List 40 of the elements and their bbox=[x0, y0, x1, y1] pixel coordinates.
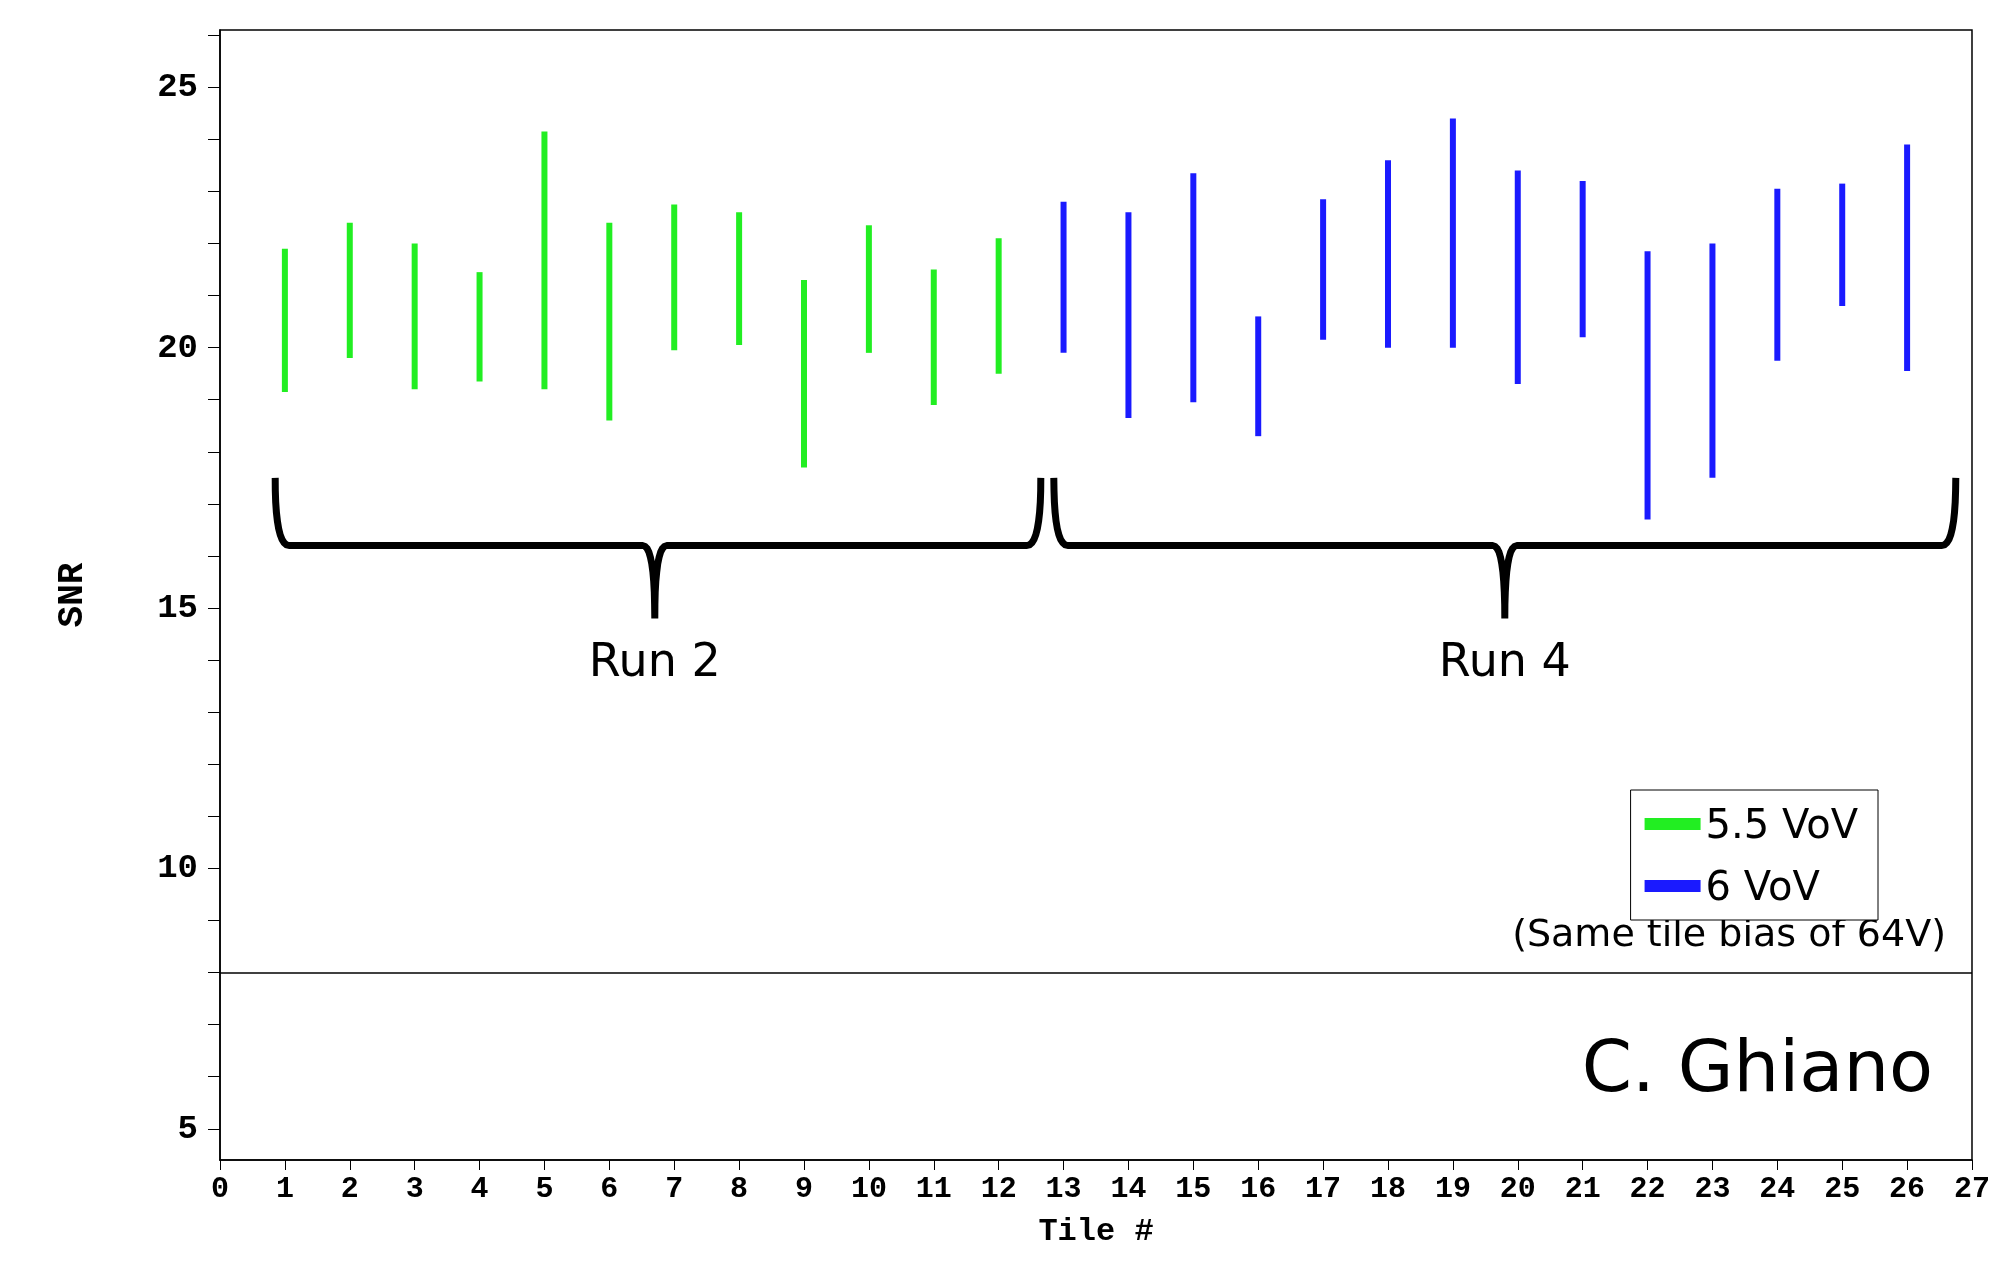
y-tick-label: 20 bbox=[157, 328, 198, 367]
x-tick-label: 20 bbox=[1499, 1172, 1536, 1206]
y-tick-label: 25 bbox=[157, 68, 198, 107]
x-tick-label: 0 bbox=[210, 1172, 230, 1206]
legend-label: 6 VoV bbox=[1705, 863, 1821, 909]
x-tick-label: 9 bbox=[794, 1172, 814, 1206]
x-tick-label: 25 bbox=[1824, 1172, 1861, 1206]
y-tick-label: 15 bbox=[157, 589, 198, 628]
x-tick-label: 23 bbox=[1694, 1172, 1731, 1206]
x-tick-label: 15 bbox=[1175, 1172, 1212, 1206]
x-tick-label: 24 bbox=[1759, 1172, 1796, 1206]
x-tick-label: 5 bbox=[535, 1172, 554, 1206]
y-tick-label: 10 bbox=[157, 849, 198, 888]
x-tick-label: 6 bbox=[600, 1172, 619, 1206]
x-tick-label: 22 bbox=[1629, 1172, 1666, 1206]
x-tick-label: 18 bbox=[1369, 1172, 1407, 1206]
x-tick-label: 1 bbox=[275, 1172, 294, 1206]
annotation: Run 2 bbox=[588, 633, 721, 688]
x-tick-label: 16 bbox=[1240, 1172, 1277, 1206]
x-tick-label: 19 bbox=[1434, 1172, 1471, 1206]
x-tick-label: 12 bbox=[980, 1172, 1017, 1206]
x-tick-label: 13 bbox=[1045, 1172, 1082, 1206]
x-tick-label: 4 bbox=[470, 1172, 489, 1206]
x-tick-label: 17 bbox=[1305, 1172, 1342, 1206]
x-tick-label: 8 bbox=[730, 1172, 749, 1206]
annotation: C. Ghiano bbox=[1581, 1024, 1934, 1109]
y-tick-label: 5 bbox=[177, 1109, 198, 1148]
x-tick-label: 26 bbox=[1889, 1172, 1926, 1206]
x-tick-label: 10 bbox=[850, 1172, 887, 1206]
x-axis-title: Tile # bbox=[1038, 1212, 1154, 1250]
x-tick-label: 7 bbox=[665, 1172, 684, 1206]
y-axis-title: SNR bbox=[51, 562, 93, 628]
x-tick-label: 3 bbox=[405, 1172, 424, 1206]
x-tick-label: 11 bbox=[915, 1172, 952, 1206]
x-tick-label: 2 bbox=[340, 1172, 359, 1206]
x-tick-label: 21 bbox=[1564, 1172, 1601, 1206]
legend-label: 5.5 VoV bbox=[1705, 801, 1859, 847]
annotation: Run 4 bbox=[1438, 633, 1571, 688]
x-tick-label: 14 bbox=[1110, 1172, 1147, 1206]
x-tick-label: 27 bbox=[1953, 1172, 1990, 1206]
